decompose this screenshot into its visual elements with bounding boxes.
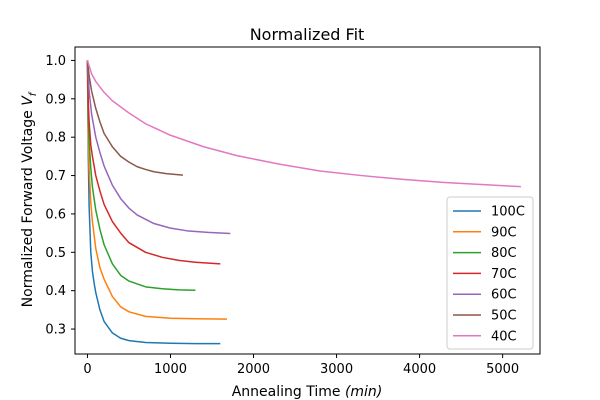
y-axis-ticks: 0.3 0.4 0.5 0.6 0.7 0.8 0.9 1.0 [45,54,75,338]
y-tick-label: 0.3 [45,323,66,338]
legend-label-5: 50C [491,309,517,324]
legend-label-4: 60C [491,288,517,303]
x-tick-label: 0 [83,362,91,377]
x-axis-label-unit: min [350,384,376,400]
x-tick-label: 1000 [154,362,187,377]
x-axis-label: Annealing Time (min) [232,384,383,400]
y-tick-label: 0.6 [45,207,66,222]
series-line-2 [86,60,196,292]
legend-label-2: 80C [491,246,517,261]
series-line-0 [86,60,221,345]
x-axis-ticks: 0 1000 2000 3000 4000 5000 [83,354,519,377]
series-line-4 [86,60,231,235]
x-tick-label: 3000 [320,362,353,377]
y-tick-label: 0.9 [45,92,66,107]
series-line-3 [86,60,221,265]
x-tick-label: 5000 [486,362,519,377]
plot-series [86,60,521,345]
x-axis-label-main: Annealing Time [232,384,345,400]
legend-label-3: 70C [491,267,517,282]
y-tick-label: 1.0 [45,54,66,69]
x-axis-label-unit-open: ( [345,384,351,400]
y-axis-label-main: Normalized Forward Voltage [20,106,36,308]
y-tick-label: 0.4 [45,284,66,299]
x-tick-label: 4000 [403,362,436,377]
x-tick-label: 2000 [237,362,270,377]
chart-title: Normalized Fit [250,25,365,44]
y-tick-label: 0.8 [45,131,66,146]
legend-label-1: 90C [491,225,517,240]
legend-box [446,196,534,350]
y-axis-label: Normalized Forward Voltage Vf [20,91,39,307]
legend: 100C 90C 80C 70C 60C 50C 40C [446,196,534,350]
y-tick-label: 0.7 [45,169,66,184]
y-axis-label-sub: f [28,91,39,96]
legend-label-0: 100C [491,205,525,220]
x-axis-label-unit-close: ) [376,384,382,400]
series-line-5 [86,60,184,176]
legend-label-6: 40C [491,329,517,344]
plot-frame [74,46,541,355]
series-line-1 [86,60,227,320]
y-tick-label: 0.5 [45,246,66,261]
y-axis-label-var: V [20,95,36,106]
series-line-6 [86,60,521,188]
